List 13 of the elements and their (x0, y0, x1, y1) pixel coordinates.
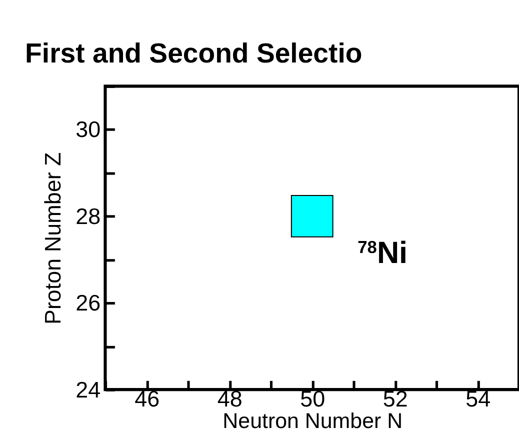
y-tick-label: 24 (76, 377, 101, 402)
y-tick-label: 30 (76, 117, 101, 142)
y-tick-label: 26 (76, 290, 101, 316)
x-axis-title: Neutron Number N (222, 408, 403, 433)
chart-title: First and Second Selectio (25, 37, 362, 68)
y-tick-label: 28 (76, 204, 101, 229)
annotation: $^{78}$Ni (358, 236, 408, 270)
x-tick-label: 52 (382, 386, 408, 412)
x-tick-label: 54 (466, 386, 491, 412)
x-tick-label: 50 (300, 386, 326, 412)
x-tick-label: 48 (217, 386, 242, 412)
y-axis-title: Proton Number Z (40, 152, 66, 325)
x-tick-label: 46 (134, 386, 160, 412)
